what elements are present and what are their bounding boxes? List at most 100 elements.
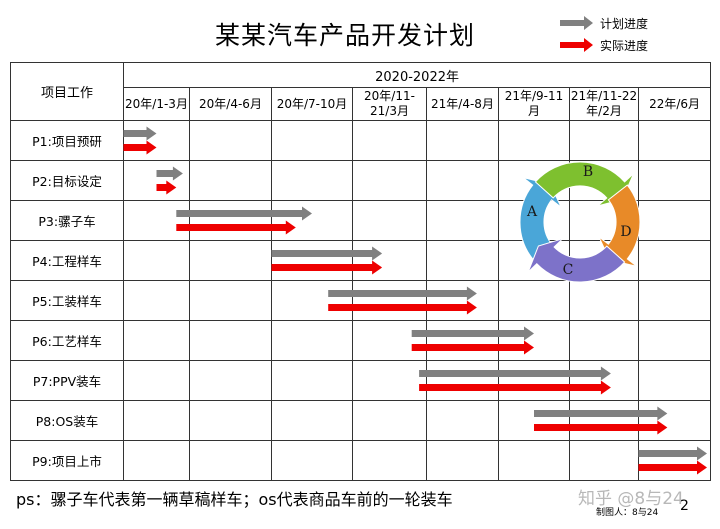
period-header-line: 20年/4-6月 — [199, 96, 262, 111]
grid-cell — [498, 240, 570, 281]
task-row: P5:工装样车 — [10, 280, 712, 321]
grid-cell — [189, 400, 272, 441]
legend-plan: 计划进度 — [560, 16, 710, 31]
period-header: 20年/4-6月 — [189, 87, 272, 121]
task-row: P2:目标设定 — [10, 160, 712, 201]
period-header: 21年/4-8月 — [426, 87, 499, 121]
task-row: P7:PPV装车 — [10, 360, 712, 401]
watermark: 知乎 @8与24 — [578, 489, 684, 509]
period-header-line: 月 — [527, 104, 540, 118]
grid-cell — [189, 240, 272, 281]
grid-cell — [498, 360, 570, 401]
grid-cell — [637, 400, 712, 441]
grid-cell — [352, 400, 427, 441]
task-label: P8:OS装车 — [10, 400, 124, 441]
grid-cell — [271, 160, 353, 201]
grid-cell — [352, 160, 427, 201]
date-range-header: 2020-2022年 — [122, 62, 712, 88]
actual-arrow-icon — [560, 38, 593, 52]
grid-cell — [637, 440, 712, 481]
period-header-line: 20年/7-10月 — [276, 96, 348, 111]
grid-cell — [123, 360, 190, 401]
grid-cell — [569, 280, 639, 321]
grid-cell — [569, 240, 639, 281]
period-header: 20年/1-3月 — [123, 87, 190, 121]
legend-actual: 实际进度 — [560, 38, 710, 53]
grid-cell — [498, 400, 570, 441]
period-header-line: 年/2月 — [586, 104, 622, 118]
period-header-line: 20年/1-3月 — [125, 96, 188, 111]
task-label: P5:工装样车 — [10, 280, 124, 321]
grid-cell — [498, 160, 570, 201]
grid-cell — [637, 320, 712, 361]
grid-cell — [569, 160, 639, 201]
grid-cell — [352, 120, 427, 161]
grid-cell — [426, 400, 499, 441]
grid-cell — [637, 120, 712, 161]
grid-cell — [189, 160, 272, 201]
grid-cell — [352, 360, 427, 401]
grid-cell — [123, 120, 190, 161]
period-header-line: 21年/4-8月 — [431, 96, 494, 111]
legend-plan-label: 计划进度 — [600, 17, 649, 31]
grid-cell — [123, 320, 190, 361]
grid-cell — [426, 360, 499, 401]
period-header-line: 22年/6月 — [649, 96, 701, 111]
grid-cell — [352, 440, 427, 481]
grid-cell — [569, 400, 639, 441]
grid-cell — [426, 440, 499, 481]
grid-cell — [426, 160, 499, 201]
period-header: 20年/11-21/3月 — [352, 87, 427, 121]
task-label: P3:骡子车 — [10, 200, 124, 241]
task-row: P4:工程样车 — [10, 240, 712, 281]
grid-cell — [123, 440, 190, 481]
period-header-line: 20年/11- — [364, 89, 415, 103]
grid-cell — [498, 440, 570, 481]
grid-cell — [637, 240, 712, 281]
grid-cell — [123, 400, 190, 441]
footnote: ps：骡子车代表第一辆草稿样车；os代表商品车前的一轮装车 — [16, 490, 453, 509]
grid-cell — [271, 360, 353, 401]
task-label: P7:PPV装车 — [10, 360, 124, 401]
grid-cell — [498, 280, 570, 321]
grid-cell — [123, 200, 190, 241]
grid-cell — [426, 120, 499, 161]
period-header: 22年/6月 — [637, 87, 712, 121]
maker-credit: 制图人：8与24 — [596, 508, 659, 518]
grid-cell — [271, 120, 353, 161]
task-column-header: 项目工作 — [10, 62, 124, 121]
task-label: P2:目标设定 — [10, 160, 124, 201]
grid-cell — [271, 200, 353, 241]
grid-cell — [189, 200, 272, 241]
period-header: 21年/11-22年/2月 — [569, 87, 639, 121]
task-label: P6:工艺样车 — [10, 320, 124, 361]
plan-arrow-icon — [560, 16, 593, 30]
task-row: P1:项目预研 — [10, 120, 712, 161]
grid-cell — [426, 200, 499, 241]
task-label: P1:项目预研 — [10, 120, 124, 161]
grid-cell — [426, 280, 499, 321]
grid-cell — [498, 120, 570, 161]
task-label: P9:项目上市 — [10, 440, 124, 481]
grid-cell — [271, 280, 353, 321]
grid-cell — [189, 320, 272, 361]
period-header: 20年/7-10月 — [271, 87, 353, 121]
grid-cell — [352, 200, 427, 241]
grid-cell — [569, 320, 639, 361]
period-header-line: 21/3月 — [370, 104, 409, 118]
grid-cell — [426, 320, 499, 361]
grid-cell — [637, 200, 712, 241]
task-row: P8:OS装车 — [10, 400, 712, 441]
grid-cell — [271, 240, 353, 281]
grid-cell — [123, 160, 190, 201]
grid-cell — [123, 240, 190, 281]
gantt-table: 项目工作 2020-2022年 20年/1-3月 20年/4-6月 20年/7-10… — [10, 62, 712, 481]
grid-cell — [271, 320, 353, 361]
task-row: P3:骡子车 — [10, 200, 712, 241]
task-label: P4:工程样车 — [10, 240, 124, 281]
period-header-line: 21年/9-11 — [504, 89, 564, 103]
grid-cell — [569, 120, 639, 161]
period-header-line: 21年/11-22 — [570, 89, 638, 103]
grid-cell — [637, 360, 712, 401]
grid-cell — [271, 400, 353, 441]
